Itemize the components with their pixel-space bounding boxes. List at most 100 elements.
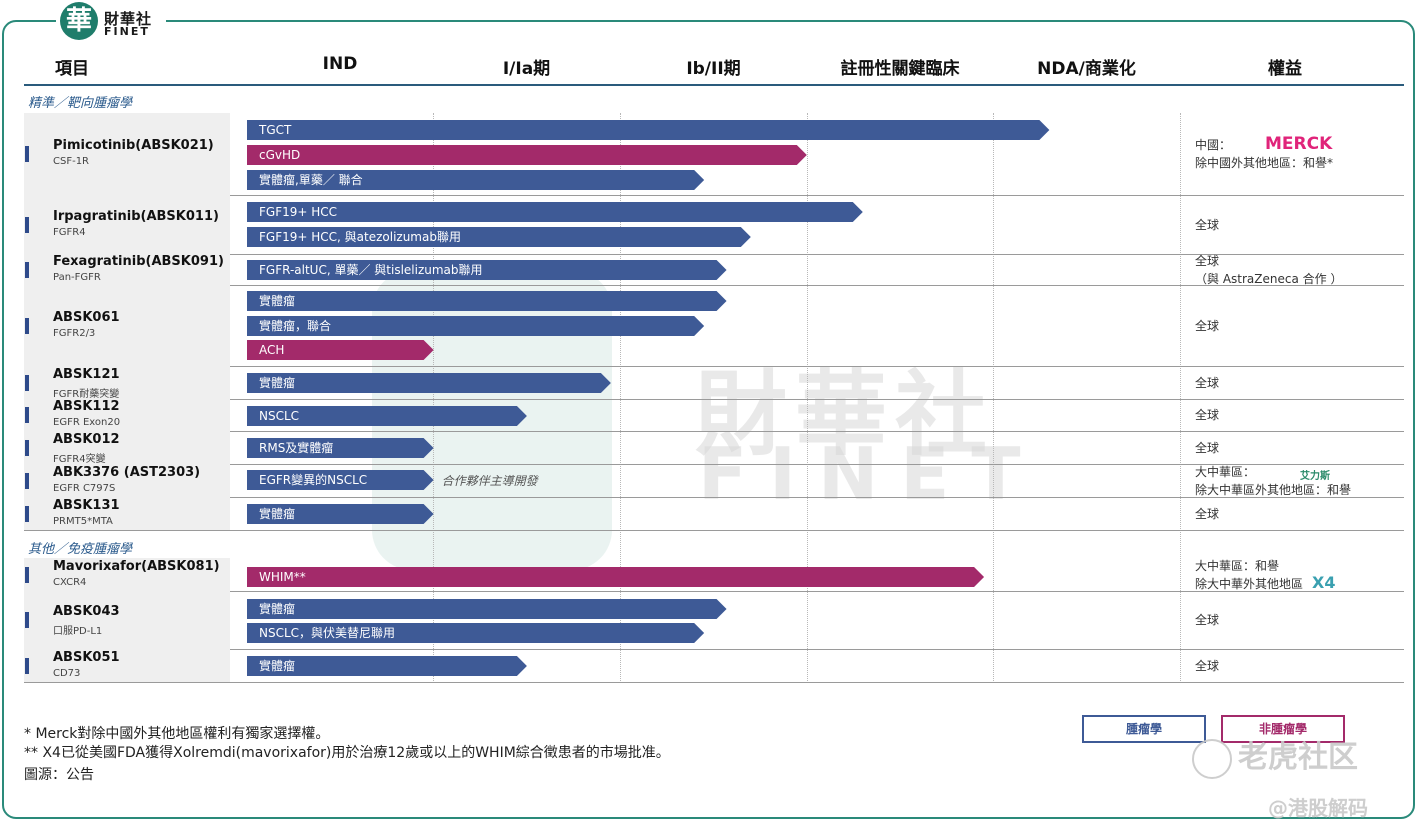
rights-text: 全球 [1195,253,1220,268]
drug-name: ABK3376 (AST2303) [53,464,201,480]
row-marker [25,374,29,391]
stage-gridline [620,113,622,683]
drug-target: CSF-1R [53,156,90,167]
rights-text: 全球 [1195,658,1220,673]
indication-bar [247,316,705,336]
drug-target: FGFR耐藥突變 [53,388,120,400]
drug-target: FGFR2/3 [53,327,96,339]
row-marker [25,657,29,674]
drug-target: EGFR C797S [53,482,116,494]
indication-bar [247,260,727,280]
drug-name: Irpagratinib(ABSK011) [53,208,219,224]
indication-bar [247,567,985,587]
row-marker [25,407,29,423]
drug-name: Pimicotinib(ABSK021) [53,138,214,153]
row-label-bg [24,254,230,285]
rights-text: 除大中華外其他地區 [1195,576,1304,591]
rights-cell: 全球 [1195,439,1219,457]
legend-non-oncology: 非腫瘤學 [1221,715,1345,743]
row-divider [24,464,1404,465]
row-marker [25,472,29,489]
indication-bar [247,656,527,676]
partner-logo: MERCK [1265,134,1333,154]
source-note: 圖源：公告 [24,767,94,783]
rights-text: （與 AstraZeneca 合作 ） [1195,271,1343,286]
row-label-bg [24,431,230,464]
rights-cell: 全球 [1195,406,1219,424]
row-marker [25,317,29,334]
row-divider [24,366,1404,367]
rights-text: 全球 [1195,217,1220,232]
legend-non-oncology-label: 非腫瘤學 [1258,722,1307,736]
indication-bar [247,438,434,458]
header-phase1: I/Ia期 [502,59,551,79]
stage-gridline [433,113,435,683]
drug-target: 口服PD-L1 [53,626,103,637]
partner-logo: X4 [1312,572,1336,592]
row-label-bg [24,591,230,649]
drug-target: Pan-FGFR [53,271,101,283]
footnote-x4: ** X4已從美國FDA獲得Xolremdi(mavorixafor)用於治療1… [24,745,670,761]
indication-bar [247,504,434,524]
row-divider [24,254,1404,255]
indication-label: 實體瘤 [259,658,295,673]
indication-label: ACH [259,343,284,357]
row-divider [24,530,1404,531]
rights-cell: 全球 [1195,505,1219,523]
header-ind: IND [322,54,358,74]
partner-logo: 艾力斯 [1300,470,1330,482]
drug-target: PRMT5*MTA [53,515,113,527]
row-divider [24,497,1404,498]
drug-target: EGFR Exon20 [53,417,121,428]
row-label-bg [24,497,230,530]
watermark-tiger: 老虎社区 [1192,732,1358,779]
rights-text: 大中華區：和譽 [1195,558,1280,573]
drug-name: ABSK112 [53,399,120,414]
row-marker [25,146,29,162]
legend-oncology: 腫瘤學 [1082,715,1206,743]
stage-gridline [1180,113,1182,683]
stage-gridline [993,113,995,683]
drug-name: ABSK061 [53,309,120,325]
row-marker [25,505,29,522]
indication-label: NSCLC，與伏美替尼聯用 [259,626,395,640]
rights-text: 除大中華區外其他地區：和譽 [1195,482,1352,497]
rights-text: 全球 [1195,318,1220,333]
indication-bar [247,470,434,490]
row-divider [24,285,1404,286]
row-divider [24,431,1404,432]
drug-name: Fexagratinib(ABSK091) [53,253,224,269]
drug-name: ABSK051 [53,649,120,665]
rights-text: 中國： [1195,138,1232,152]
rights-cell: 大中華區： 除大中華區外其他地區：和譽 [1195,463,1351,499]
row-label-bg [24,399,230,431]
logo-badge-icon: 華 [60,2,98,40]
rights-text: 全球 [1195,506,1220,521]
rights-cell: 全球 [1195,374,1219,392]
indication-label: 實體瘤，聯合 [259,318,331,333]
indication-label: 實體瘤 [259,601,295,616]
logo-name-cn: 財華社 [104,10,153,28]
indication-bar [247,145,807,165]
indication-label: 實體瘤 [259,506,295,521]
watermark-handle: @港股解码 [1268,796,1368,820]
rights-text: 全球 [1195,375,1220,390]
watermark-tiger-text: 老虎社区 [1238,740,1358,775]
row-divider [24,195,1404,196]
row-divider [24,591,1404,592]
rights-cell: 大中華區：和譽除大中華外其他地區 [1195,557,1303,593]
indication-label: 實體瘤,單藥／ 聯合 [259,172,363,187]
section-precision: 精準／靶向腫瘤學 [28,96,133,111]
indication-label: WHIM** [259,570,306,584]
rights-text: 除中國外其他地區：和譽* [1195,156,1334,170]
indication-label: FGFR-altUC, 單藥／ 與tislelizumab聯用 [259,263,483,277]
drug-target: FGFR4突變 [53,453,106,465]
rights-cell: 中國： 除中國外其他地區：和譽* [1195,136,1333,172]
indication-label: TGCT [258,123,292,137]
drug-name: ABSK121 [53,366,120,382]
indication-label: NSCLC [259,409,299,423]
drug-target: FGFR4 [53,226,86,238]
indication-bar [247,406,527,426]
indication-label: 實體瘤 [259,375,295,390]
